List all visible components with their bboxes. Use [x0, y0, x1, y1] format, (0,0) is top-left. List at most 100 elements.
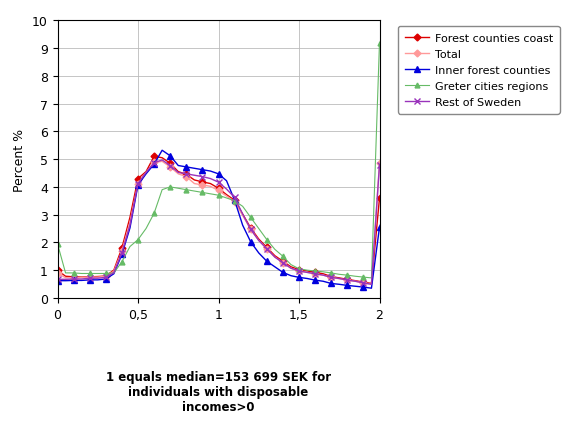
- Inner forest counties: [191, 166, 198, 171]
- Rest of Sweden: [183, 172, 190, 177]
- Total: [167, 165, 174, 170]
- Inner forest counties: [304, 276, 310, 282]
- Rest of Sweden: [54, 277, 61, 282]
- Forest counties coast: [167, 161, 174, 167]
- Total: [312, 271, 319, 276]
- Total: [231, 199, 238, 204]
- Rest of Sweden: [215, 180, 222, 185]
- Total: [191, 181, 198, 187]
- Forest counties coast: [175, 170, 182, 175]
- Legend: Forest counties coast, Total, Inner forest counties, Greter cities regions, Rest: Forest counties coast, Total, Inner fore…: [398, 27, 559, 115]
- Total: [263, 247, 270, 252]
- Rest of Sweden: [102, 275, 109, 280]
- Greter cities regions: [199, 190, 206, 196]
- Total: [288, 266, 294, 271]
- Inner forest counties: [328, 281, 335, 286]
- Greter cities regions: [255, 227, 262, 232]
- Inner forest counties: [167, 154, 174, 159]
- Rest of Sweden: [344, 278, 351, 283]
- Greter cities regions: [151, 211, 158, 216]
- Total: [102, 274, 109, 279]
- Greter cities regions: [118, 259, 125, 265]
- Inner forest counties: [344, 283, 351, 288]
- Forest counties coast: [191, 178, 198, 183]
- Total: [54, 271, 61, 276]
- Inner forest counties: [352, 284, 359, 289]
- Rest of Sweden: [368, 282, 375, 287]
- Greter cities regions: [247, 216, 254, 221]
- Rest of Sweden: [296, 269, 302, 274]
- Inner forest counties: [376, 225, 383, 230]
- Forest counties coast: [360, 280, 367, 285]
- Inner forest counties: [336, 282, 343, 287]
- Forest counties coast: [86, 275, 93, 280]
- Greter cities regions: [78, 271, 85, 276]
- Greter cities regions: [376, 41, 383, 46]
- Total: [135, 181, 141, 187]
- Rest of Sweden: [223, 187, 230, 192]
- Greter cities regions: [126, 245, 133, 250]
- Rest of Sweden: [110, 271, 117, 276]
- Rest of Sweden: [78, 277, 85, 282]
- Forest counties coast: [78, 275, 85, 280]
- Rest of Sweden: [118, 251, 125, 256]
- Forest counties coast: [271, 253, 278, 259]
- Total: [304, 270, 310, 275]
- Forest counties coast: [215, 186, 222, 191]
- Greter cities regions: [223, 196, 230, 201]
- Total: [62, 276, 69, 281]
- Rest of Sweden: [159, 158, 166, 163]
- Total: [344, 278, 351, 283]
- Inner forest counties: [62, 279, 69, 284]
- Inner forest counties: [207, 169, 214, 174]
- Greter cities regions: [135, 238, 141, 243]
- Rest of Sweden: [94, 276, 101, 281]
- Total: [368, 282, 375, 287]
- Rest of Sweden: [231, 196, 238, 201]
- Line: Forest counties coast: Forest counties coast: [55, 155, 382, 286]
- Forest counties coast: [312, 270, 319, 275]
- Rest of Sweden: [86, 276, 93, 281]
- Rest of Sweden: [167, 164, 174, 169]
- Rest of Sweden: [175, 170, 182, 176]
- Y-axis label: Percent %: Percent %: [13, 128, 26, 191]
- Rest of Sweden: [376, 163, 383, 168]
- Rest of Sweden: [70, 277, 77, 282]
- Inner forest counties: [320, 279, 327, 284]
- Text: 1 equals median=153 699 SEK for
individuals with disposable
incomes>0: 1 equals median=153 699 SEK for individu…: [106, 371, 331, 414]
- Inner forest counties: [110, 271, 117, 276]
- Total: [175, 172, 182, 177]
- Total: [336, 276, 343, 282]
- Greter cities regions: [279, 254, 286, 259]
- Inner forest counties: [239, 223, 246, 228]
- Total: [247, 227, 254, 232]
- Rest of Sweden: [151, 161, 158, 166]
- Inner forest counties: [102, 277, 109, 282]
- Greter cities regions: [336, 272, 343, 277]
- Greter cities regions: [231, 199, 238, 204]
- Total: [110, 269, 117, 274]
- Greter cities regions: [215, 193, 222, 199]
- Total: [360, 281, 367, 286]
- Forest counties coast: [207, 181, 214, 187]
- Greter cities regions: [110, 271, 117, 276]
- Forest counties coast: [263, 245, 270, 250]
- Rest of Sweden: [135, 181, 141, 187]
- Total: [126, 220, 133, 225]
- Line: Rest of Sweden: Rest of Sweden: [55, 158, 382, 288]
- Line: Total: Total: [55, 160, 382, 287]
- Inner forest counties: [135, 183, 141, 188]
- Greter cities regions: [183, 188, 190, 193]
- Greter cities regions: [54, 242, 61, 247]
- Greter cities regions: [175, 186, 182, 191]
- Forest counties coast: [151, 154, 158, 159]
- Inner forest counties: [78, 278, 85, 283]
- Rest of Sweden: [143, 170, 150, 176]
- Forest counties coast: [255, 237, 262, 242]
- Inner forest counties: [86, 278, 93, 283]
- Total: [376, 161, 383, 167]
- Inner forest counties: [296, 275, 302, 280]
- Inner forest counties: [368, 286, 375, 291]
- Greter cities regions: [360, 275, 367, 280]
- Forest counties coast: [247, 226, 254, 231]
